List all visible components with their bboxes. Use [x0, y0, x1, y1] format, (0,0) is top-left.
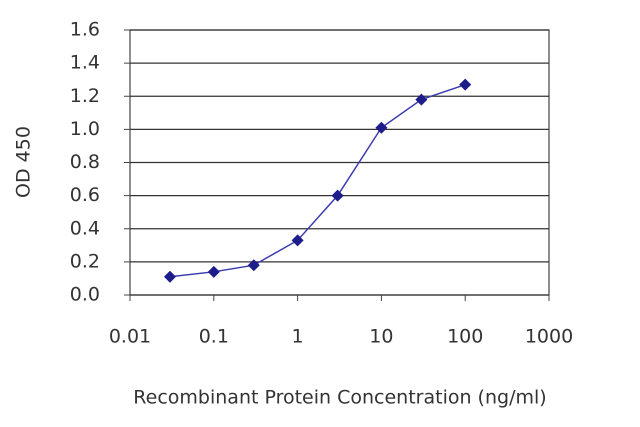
data-point [163, 270, 176, 283]
y-tick-label: 0.8 [70, 151, 100, 173]
data-point [415, 93, 428, 106]
y-tick-label: 0.4 [70, 217, 100, 239]
x-tick-label: 1000 [525, 326, 573, 348]
data-point [375, 121, 388, 134]
x-tick-label: 0.1 [199, 326, 229, 348]
y-axis-label: OD 450 [13, 126, 35, 198]
y-tick-label: 1.4 [70, 52, 100, 74]
data-point [459, 78, 472, 91]
y-tick-label: 0.6 [70, 184, 100, 206]
y-tick-label: 1.6 [70, 19, 100, 41]
y-tick-label: 0.2 [70, 250, 100, 272]
x-tick-label: 0.01 [109, 326, 151, 348]
data-point [207, 265, 220, 278]
x-axis-label: Recombinant Protein Concentration (ng/ml… [133, 387, 546, 409]
y-tick-label: 1.2 [70, 85, 100, 107]
data-point [247, 259, 260, 272]
y-tick-label: 0.0 [70, 284, 100, 306]
data-point [331, 189, 344, 202]
x-tick-label: 100 [447, 326, 483, 348]
x-tick-label: 10 [369, 326, 393, 348]
y-tick-label: 1.0 [70, 118, 100, 140]
series-line [169, 83, 466, 278]
x-tick-label: 1 [292, 326, 304, 348]
data-point [291, 234, 304, 247]
